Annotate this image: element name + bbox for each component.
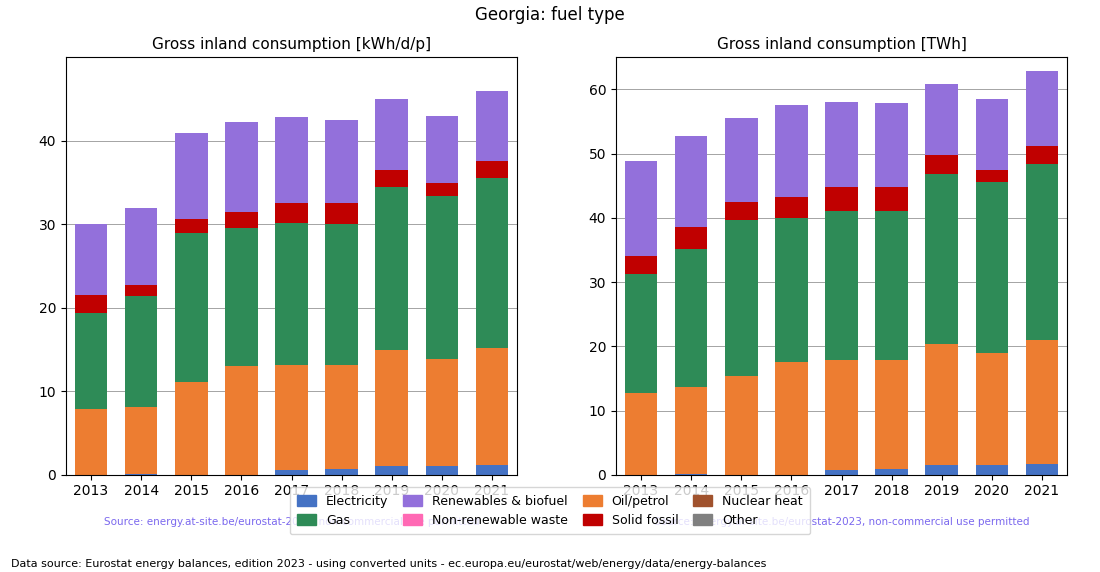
Bar [725, 202, 758, 220]
Bar [925, 174, 958, 344]
Bar [925, 344, 958, 465]
Bar [226, 366, 257, 475]
Bar [725, 376, 758, 475]
Bar [825, 212, 858, 360]
Bar [876, 469, 907, 475]
Bar [75, 409, 108, 475]
Bar [75, 313, 108, 409]
Bar [1025, 464, 1058, 475]
Bar [1025, 72, 1058, 146]
Bar [625, 256, 658, 275]
Bar [226, 212, 257, 228]
Bar [226, 122, 257, 212]
Bar [375, 350, 408, 466]
Bar [976, 170, 1008, 182]
Bar [625, 161, 658, 256]
Bar [625, 393, 658, 475]
Bar [75, 295, 108, 313]
Bar [175, 233, 208, 382]
Bar [675, 136, 707, 227]
Bar [925, 156, 958, 174]
Bar [675, 227, 707, 249]
Bar [876, 360, 907, 469]
Text: Georgia: fuel type: Georgia: fuel type [475, 6, 625, 23]
Bar [125, 285, 157, 296]
Bar [776, 219, 807, 362]
Bar [426, 359, 458, 466]
Bar [375, 466, 408, 475]
Bar [125, 407, 157, 474]
Bar [326, 469, 358, 475]
Bar [1025, 340, 1058, 464]
Bar [375, 170, 408, 188]
Bar [876, 187, 907, 210]
Bar [226, 228, 257, 366]
Bar [675, 387, 707, 474]
Bar [125, 296, 157, 407]
Bar [825, 102, 858, 187]
Text: Source: energy.at-site.be/eurostat-2023, non-commercial use permitted: Source: energy.at-site.be/eurostat-2023,… [103, 517, 480, 526]
Bar [326, 120, 358, 203]
Bar [925, 465, 958, 475]
Bar [675, 474, 707, 475]
Bar [825, 360, 858, 470]
Bar [175, 382, 208, 475]
Bar [976, 182, 1008, 353]
Bar [426, 466, 458, 475]
Bar [125, 208, 157, 285]
Bar [475, 90, 508, 161]
Bar [776, 105, 807, 197]
Bar [925, 84, 958, 156]
Bar [475, 464, 508, 475]
Bar [426, 196, 458, 359]
Bar [675, 249, 707, 387]
Bar [426, 183, 458, 196]
Bar [725, 220, 758, 376]
Bar [776, 197, 807, 219]
Bar [275, 117, 308, 202]
Bar [776, 362, 807, 475]
Text: Data source: Eurostat energy balances, edition 2023 - using converted units - ec: Data source: Eurostat energy balances, e… [11, 559, 767, 569]
Bar [876, 103, 907, 187]
Bar [625, 275, 658, 393]
Bar [825, 187, 858, 212]
Bar [725, 118, 758, 202]
Bar [475, 161, 508, 178]
Bar [876, 210, 907, 360]
Bar [375, 188, 408, 350]
Bar [475, 348, 508, 464]
Bar [125, 474, 157, 475]
Bar [825, 470, 858, 475]
Bar [475, 178, 508, 348]
Bar [275, 224, 308, 366]
Bar [426, 116, 458, 183]
Bar [326, 203, 358, 224]
Bar [976, 465, 1008, 475]
Bar [1025, 165, 1058, 340]
Bar [1025, 146, 1058, 165]
Title: Gross inland consumption [TWh]: Gross inland consumption [TWh] [716, 37, 967, 52]
Bar [976, 353, 1008, 465]
Bar [375, 99, 408, 170]
Bar [175, 133, 208, 219]
Title: Gross inland consumption [kWh/d/p]: Gross inland consumption [kWh/d/p] [152, 37, 431, 52]
Bar [175, 219, 208, 233]
Bar [275, 202, 308, 224]
Legend: Electricity, Gas, Renewables & biofuel, Non-renewable waste, Oil/petrol, Solid f: Electricity, Gas, Renewables & biofuel, … [289, 487, 811, 534]
Bar [326, 364, 358, 469]
Bar [275, 366, 308, 470]
Bar [275, 470, 308, 475]
Bar [976, 99, 1008, 170]
Text: Source: energy.at-site.be/eurostat-2023, non-commercial use permitted: Source: energy.at-site.be/eurostat-2023,… [653, 517, 1030, 526]
Bar [75, 224, 108, 295]
Bar [326, 224, 358, 364]
